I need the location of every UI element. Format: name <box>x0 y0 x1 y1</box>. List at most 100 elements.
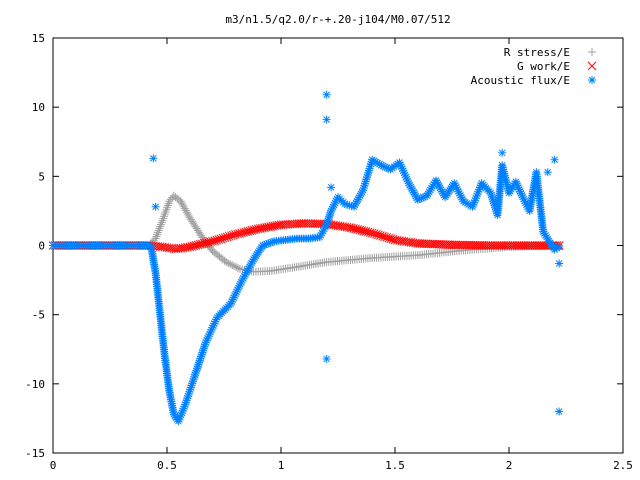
data-point <box>234 264 243 273</box>
data-point <box>434 239 444 249</box>
x-tick-label: 0.5 <box>157 459 177 472</box>
data-point <box>159 214 168 223</box>
outlier-point <box>327 183 336 192</box>
data-point <box>523 241 533 250</box>
outlier-point <box>555 259 564 268</box>
data-point <box>222 258 231 267</box>
data-point <box>163 201 172 210</box>
data-point <box>439 240 448 249</box>
x-axis: 0 0.5 1 1.5 2 2.5 <box>50 38 633 472</box>
series-0 <box>49 191 564 276</box>
data-point <box>153 230 162 239</box>
legend-label: Acoustic flux/E <box>471 74 570 87</box>
data-point <box>460 240 470 250</box>
data-point <box>154 226 163 235</box>
outlier-point <box>151 202 160 211</box>
data-point <box>177 199 186 208</box>
y-tick-label: 10 <box>32 101 45 114</box>
data-point <box>471 240 480 250</box>
data-point <box>454 240 463 250</box>
data-point <box>224 259 233 268</box>
data-point <box>421 239 431 249</box>
data-point <box>517 241 526 250</box>
data-point <box>464 240 474 250</box>
data-point <box>469 240 478 250</box>
data-point <box>506 241 515 250</box>
data-point <box>495 241 504 250</box>
y-tick-label: 15 <box>32 32 45 45</box>
data-point <box>157 218 166 227</box>
data-point <box>497 241 507 250</box>
data-point <box>164 199 173 208</box>
y-tick-label: -10 <box>25 378 45 391</box>
legend-label: G work/E <box>517 60 570 73</box>
data-point <box>190 221 199 230</box>
data-point <box>176 197 185 206</box>
data-point <box>555 242 564 251</box>
data-point <box>451 240 461 250</box>
data-point <box>226 260 235 269</box>
data-point <box>479 241 489 250</box>
data-point <box>515 241 524 250</box>
data-point <box>481 241 491 250</box>
data-point <box>445 240 455 250</box>
data-point <box>159 212 168 221</box>
data-point <box>447 240 457 250</box>
chart-title: m3/n1.5/q2.0/r-+.20-j104/M0.07/512 <box>225 13 450 26</box>
data-point <box>156 222 165 231</box>
data-point <box>458 240 468 250</box>
y-axis: -15 -10 -5 0 5 10 15 <box>25 32 623 460</box>
data-point <box>189 219 198 228</box>
legend-marker <box>588 48 596 56</box>
data-point <box>456 240 465 250</box>
data-point <box>183 210 192 219</box>
data-point <box>179 202 188 211</box>
data-point <box>473 240 483 250</box>
data-point <box>501 241 511 250</box>
y-tick-label: 0 <box>38 240 45 253</box>
series-layer <box>48 90 564 426</box>
data-point <box>178 200 187 209</box>
data-point <box>426 239 435 249</box>
data-point <box>182 208 191 217</box>
data-point <box>163 203 171 212</box>
outlier-point <box>498 148 507 157</box>
data-point <box>552 244 561 253</box>
data-point <box>441 240 450 249</box>
data-point <box>443 240 453 249</box>
data-point <box>532 241 542 250</box>
data-point <box>526 241 535 250</box>
data-point <box>152 232 161 241</box>
data-point <box>156 220 165 229</box>
legend-marker <box>588 76 596 84</box>
data-point <box>155 224 164 233</box>
data-point <box>534 241 544 250</box>
data-point <box>191 222 200 231</box>
data-point <box>162 205 171 214</box>
data-point <box>484 241 493 250</box>
legend-marker <box>587 61 597 71</box>
outlier-point <box>322 90 331 99</box>
data-point <box>161 207 170 216</box>
y-tick-label: -5 <box>32 309 45 322</box>
series-2 <box>49 155 564 426</box>
data-point <box>512 241 522 250</box>
data-point <box>430 239 440 249</box>
data-point <box>530 241 540 250</box>
data-point <box>508 241 518 250</box>
data-point <box>428 239 438 249</box>
data-point <box>462 240 472 250</box>
data-point <box>180 204 189 213</box>
data-point <box>510 241 520 250</box>
data-point <box>413 239 423 248</box>
data-point <box>181 206 190 215</box>
legend-label: R stress/E <box>504 46 570 59</box>
y-tick-label: -15 <box>25 447 45 460</box>
data-point <box>537 241 546 250</box>
data-point <box>488 241 498 250</box>
data-point <box>228 261 237 270</box>
data-point <box>475 241 485 250</box>
data-point <box>417 239 427 248</box>
